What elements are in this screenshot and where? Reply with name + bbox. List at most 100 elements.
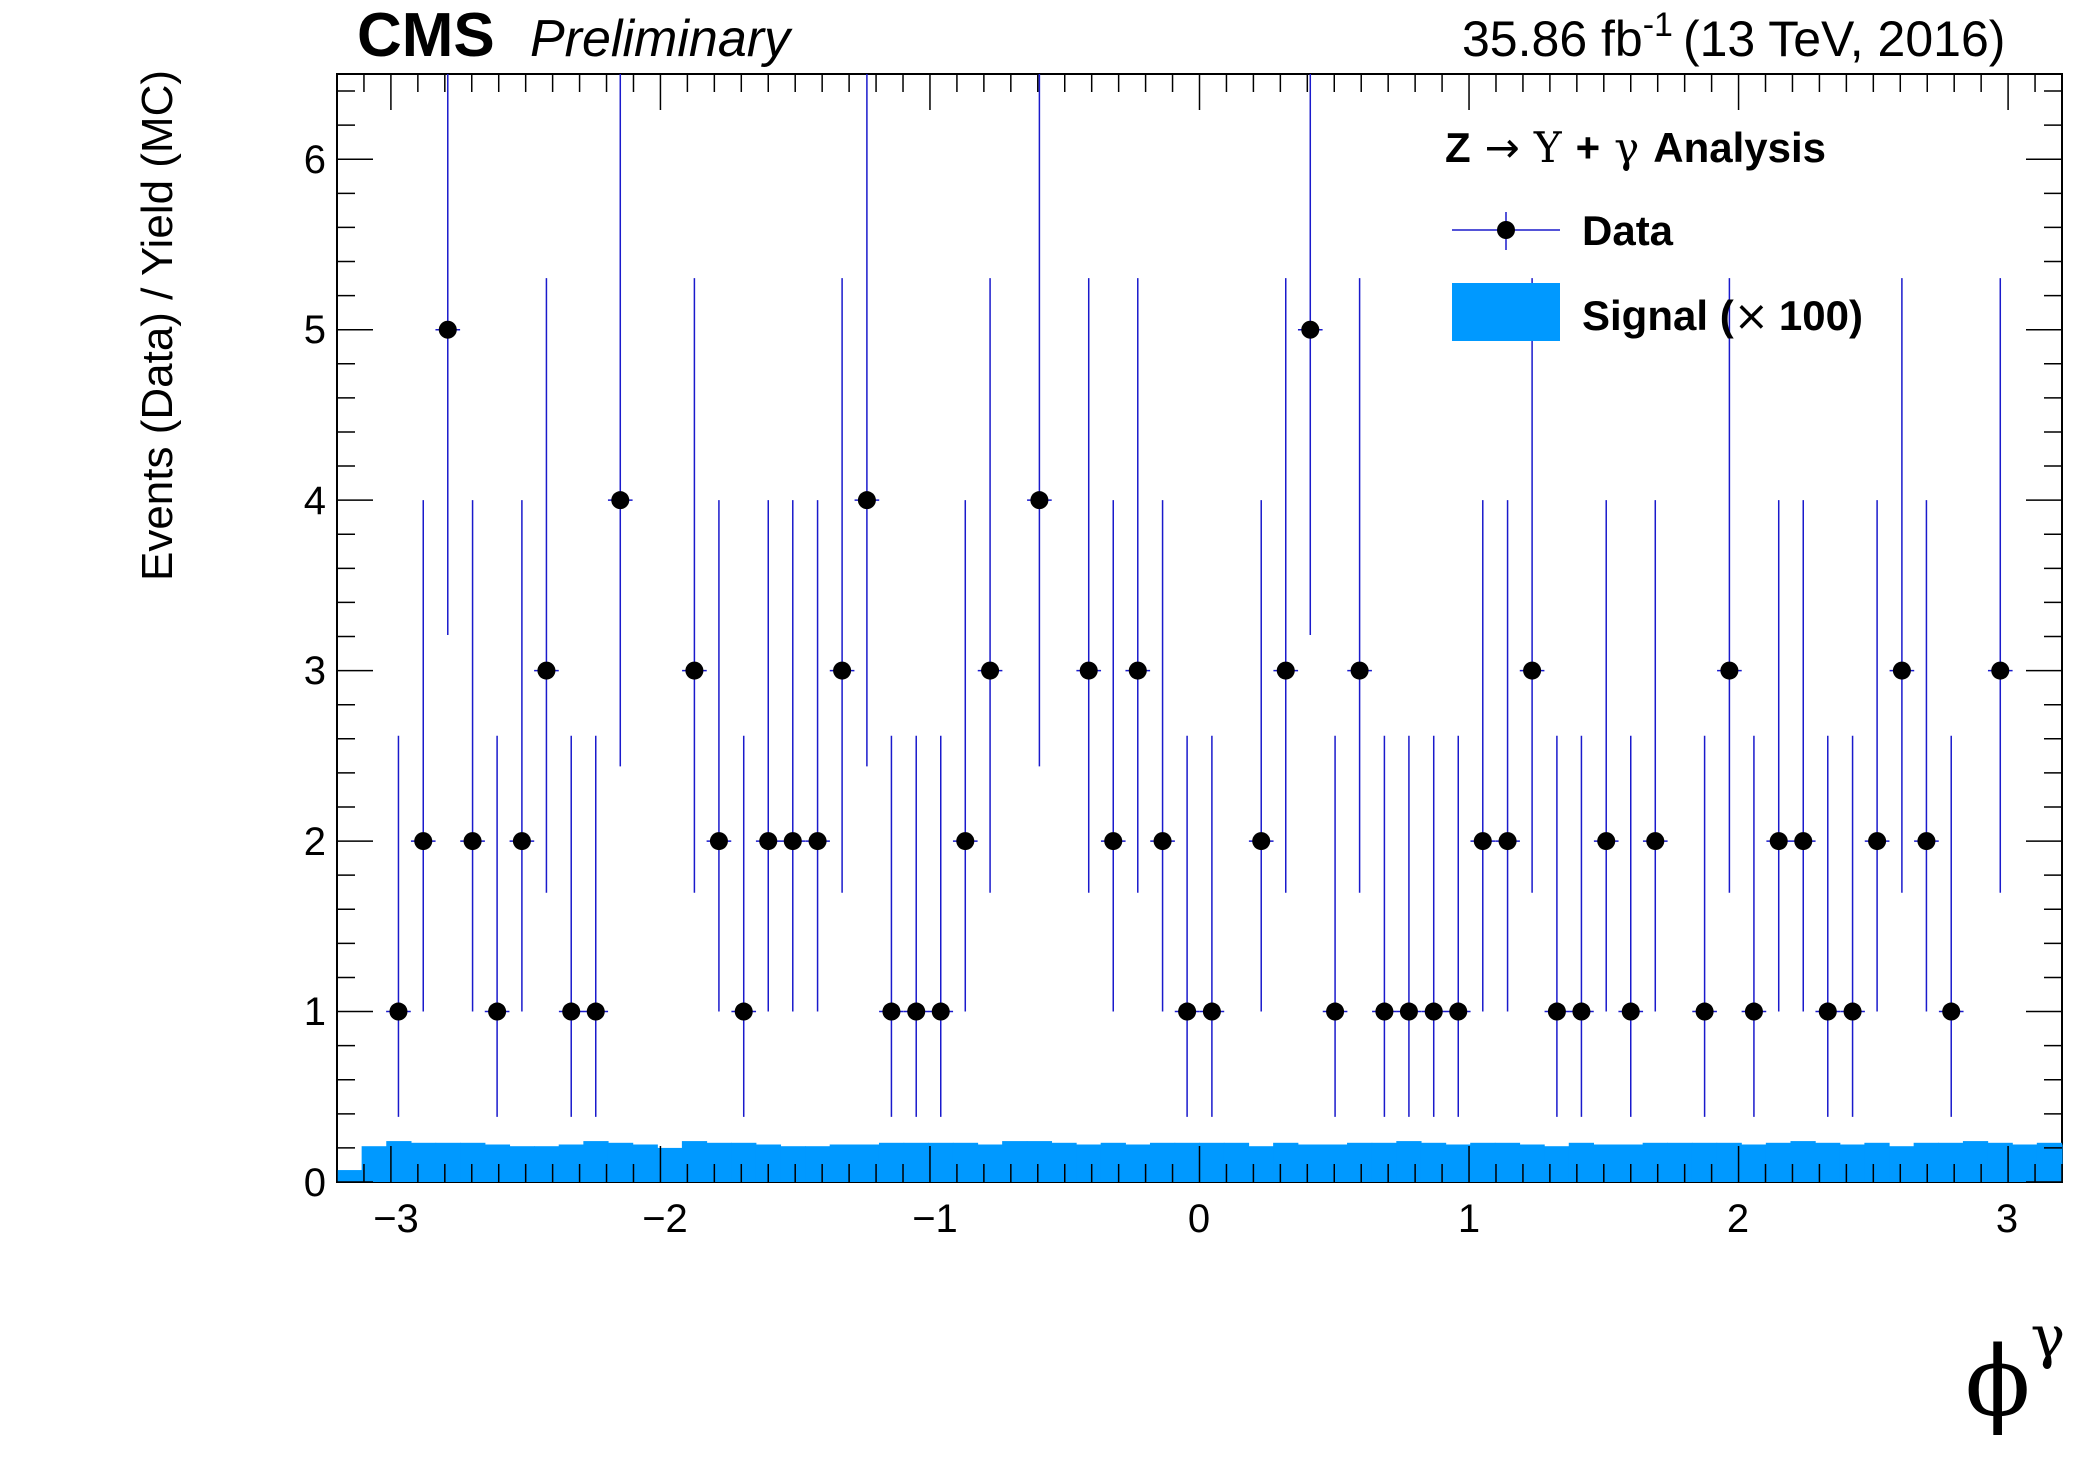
data-marker	[1128, 661, 1147, 680]
x-tick-labels: −3 −2 −1 0 1 2 3	[373, 1197, 2018, 1241]
signal-bin	[1889, 1146, 1915, 1182]
data-point-group	[534, 278, 559, 893]
data-marker	[562, 1002, 581, 1021]
data-point-group	[558, 735, 584, 1117]
signal-bin	[534, 1146, 560, 1182]
data-point-group	[1889, 278, 1915, 893]
data-point-group	[1618, 735, 1644, 1117]
signal-bin	[657, 1147, 683, 1182]
data-marker	[1030, 491, 1049, 510]
data-marker	[611, 491, 630, 510]
data-marker	[808, 832, 827, 851]
signal-bin	[1002, 1141, 1028, 1182]
signal-bin	[1174, 1142, 1200, 1182]
data-marker	[1523, 661, 1542, 680]
data-marker	[1301, 320, 1320, 339]
data-point-group	[1790, 500, 1816, 1012]
signal-bin	[1149, 1142, 1176, 1182]
data-points	[386, 74, 2013, 1117]
legend-signal-swatch	[1452, 283, 1560, 341]
data-marker	[1449, 1002, 1468, 1021]
data-point-group	[1519, 278, 1545, 893]
data-point-group	[903, 735, 929, 1117]
signal-bin	[1544, 1146, 1570, 1182]
data-point-group	[977, 278, 1003, 893]
signal-bin	[361, 1146, 387, 1182]
signal-bin	[1987, 1142, 2013, 1182]
legend-data-label: Data	[1582, 207, 1674, 254]
data-marker	[1892, 661, 1911, 680]
data-point-group	[1076, 278, 1102, 893]
data-marker	[1818, 1002, 1837, 1021]
signal-bin	[583, 1141, 609, 1182]
y-tick-label: 6	[304, 138, 326, 182]
data-point-group	[509, 500, 535, 1012]
data-point-group	[1248, 500, 1274, 1012]
data-point-group	[607, 74, 633, 767]
data-point-group	[1938, 735, 1964, 1117]
signal-bin	[632, 1144, 658, 1182]
data-marker	[1498, 832, 1517, 851]
y-tick-label: 3	[304, 649, 326, 693]
data-marker	[1178, 1002, 1197, 1021]
data-point-group	[1741, 735, 1767, 1117]
data-marker	[1350, 661, 1369, 680]
signal-bin	[1519, 1144, 1545, 1182]
data-marker	[1744, 1002, 1763, 1021]
signal-bin	[903, 1142, 929, 1182]
data-point-group	[928, 735, 954, 1117]
signal-bin	[1396, 1141, 1422, 1182]
signal-bin	[805, 1146, 831, 1182]
signal-bin	[460, 1142, 486, 1182]
signal-bin	[1100, 1142, 1126, 1182]
data-marker	[1375, 1002, 1394, 1021]
data-marker	[1597, 832, 1616, 851]
signal-bin	[1322, 1144, 1348, 1182]
data-point-group	[731, 735, 757, 1117]
signal-bin	[1470, 1142, 1496, 1182]
signal-bin	[1765, 1142, 1792, 1182]
data-marker	[1252, 832, 1271, 851]
data-marker	[759, 832, 778, 851]
preliminary-label: Preliminary	[530, 10, 793, 68]
data-point-group	[879, 735, 904, 1117]
data-point-group	[1569, 735, 1594, 1117]
signal-bin	[1076, 1144, 1102, 1182]
x-tick-label: −2	[642, 1197, 688, 1241]
y-axis-title: Events (Data) / Yield (MC)	[133, 70, 182, 581]
data-point-group	[1840, 735, 1865, 1117]
data-point-group	[1642, 500, 1668, 1012]
data-point-group	[755, 500, 781, 1012]
data-marker	[1720, 661, 1739, 680]
data-marker	[833, 661, 852, 680]
legend: Z → Υ + γ Analysis Data Signal (× 100)	[1445, 123, 1863, 341]
signal-bin	[2036, 1142, 2063, 1182]
y-tick-label: 1	[304, 990, 326, 1034]
y-tick-label: 4	[304, 479, 326, 523]
data-point-group	[1717, 278, 1742, 893]
signal-bin	[509, 1146, 535, 1182]
data-point-group	[1347, 278, 1372, 893]
signal-bin	[1962, 1141, 1989, 1182]
data-point-group	[682, 278, 707, 893]
data-point-group	[1297, 74, 1323, 636]
signal-bin	[607, 1142, 634, 1182]
signal-bin	[878, 1142, 905, 1182]
axis-ticks	[336, 74, 2063, 1183]
data-point-group	[1593, 500, 1619, 1012]
data-marker	[438, 320, 457, 339]
data-marker	[1917, 832, 1936, 851]
data-marker	[685, 661, 704, 680]
data-point-group	[1174, 735, 1200, 1117]
data-point-group	[1495, 500, 1520, 1012]
data-point-group	[1987, 278, 2013, 893]
data-marker	[1104, 832, 1123, 851]
data-marker	[1572, 1002, 1591, 1021]
data-marker	[931, 1002, 950, 1021]
signal-bin	[386, 1141, 412, 1182]
data-point-group	[460, 500, 485, 1012]
signal-bin	[1273, 1142, 1299, 1182]
data-point-group	[410, 500, 436, 1012]
signal-bin	[1568, 1142, 1594, 1182]
legend-data-marker	[1497, 221, 1515, 239]
